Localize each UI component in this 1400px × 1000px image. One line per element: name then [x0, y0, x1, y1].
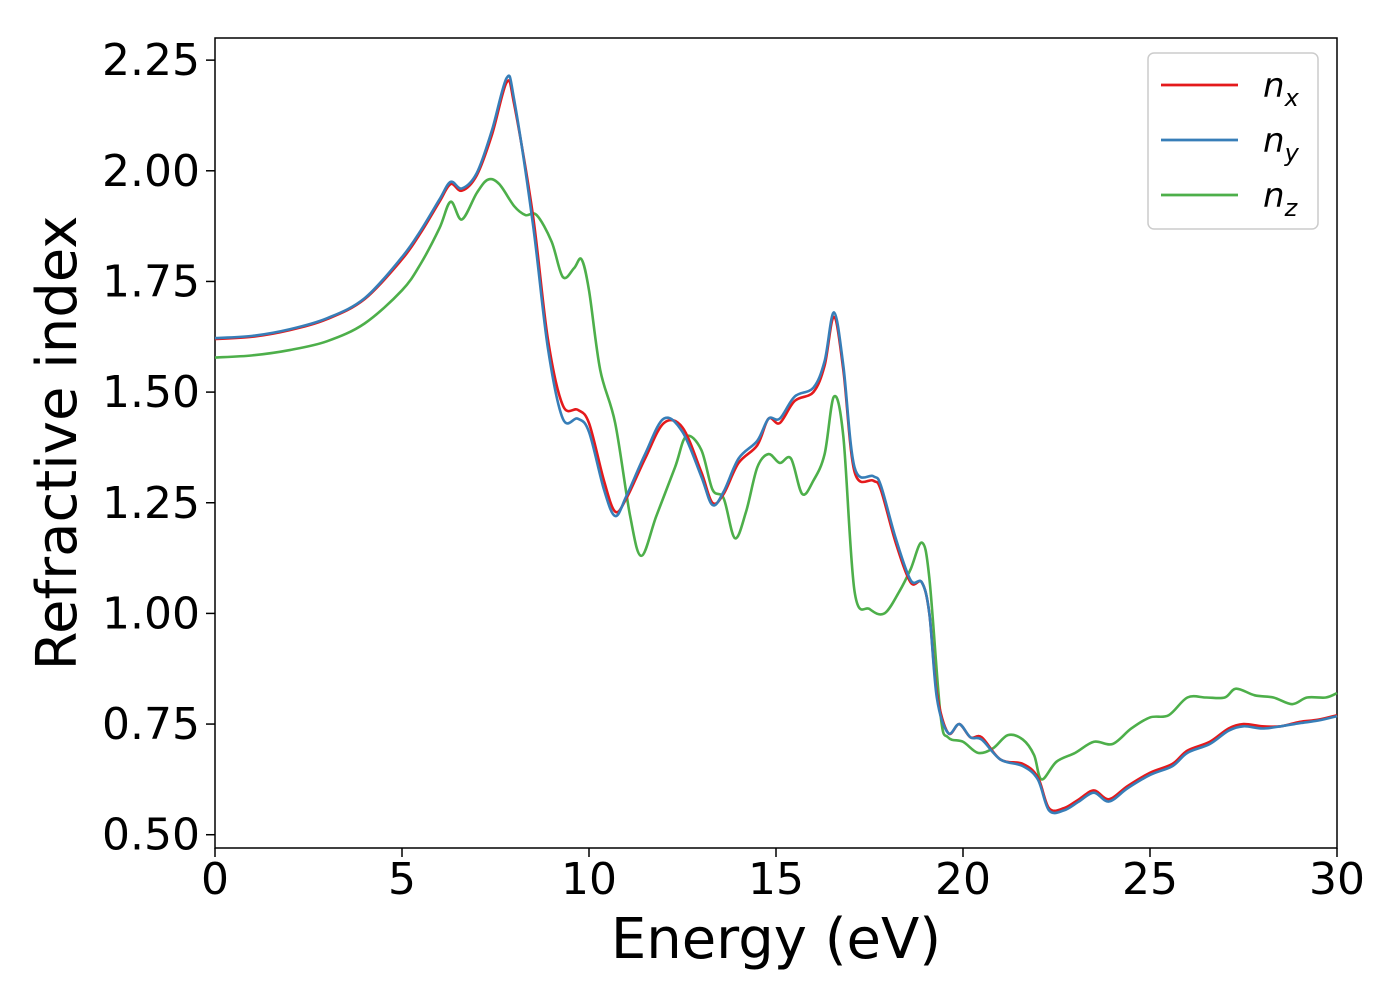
legend-label-subscript: z: [1284, 194, 1299, 222]
y-axis-label: Refractive index: [25, 216, 90, 671]
y-tick-label: 1.00: [102, 588, 200, 639]
y-tick-label: 1.75: [102, 256, 200, 307]
x-axis-label: Energy (eV): [611, 907, 941, 972]
legend-label-base: n: [1263, 176, 1285, 216]
legend-label-ny: ny: [1263, 121, 1300, 167]
y-tick-label: 0.50: [102, 810, 200, 861]
x-tick-label: 10: [561, 854, 617, 905]
legend-label-subscript: x: [1284, 84, 1300, 112]
legend-label-subscript: y: [1284, 139, 1300, 167]
series-line-nz: [214, 177, 1338, 781]
y-tick-label: 0.75: [102, 699, 200, 750]
legend-label-base: n: [1263, 121, 1285, 161]
legend-label-nx: nx: [1263, 66, 1300, 112]
x-tick-label: 25: [1122, 854, 1178, 905]
y-tick-label: 1.25: [102, 478, 200, 529]
x-axis-ticks: 0 5 10 15 20 25 30: [201, 848, 1365, 905]
x-tick-label: 20: [935, 854, 991, 905]
x-tick-label: 15: [748, 854, 804, 905]
y-axis-ticks: 0.50 0.75 1.00 1.25 1.50 1.75 2.00 2.25: [102, 35, 215, 861]
series-line-ny: [214, 74, 1338, 815]
x-tick-label: 30: [1309, 854, 1365, 905]
x-tick-label: 0: [201, 854, 229, 905]
y-tick-label: 2.25: [102, 35, 200, 86]
legend-label-base: n: [1263, 66, 1285, 106]
series-lines: [214, 74, 1338, 815]
y-tick-label: 2.00: [102, 146, 200, 197]
x-tick-label: 5: [388, 854, 416, 905]
legend-label-nz: nz: [1263, 176, 1299, 222]
y-tick-label: 1.50: [102, 367, 200, 418]
